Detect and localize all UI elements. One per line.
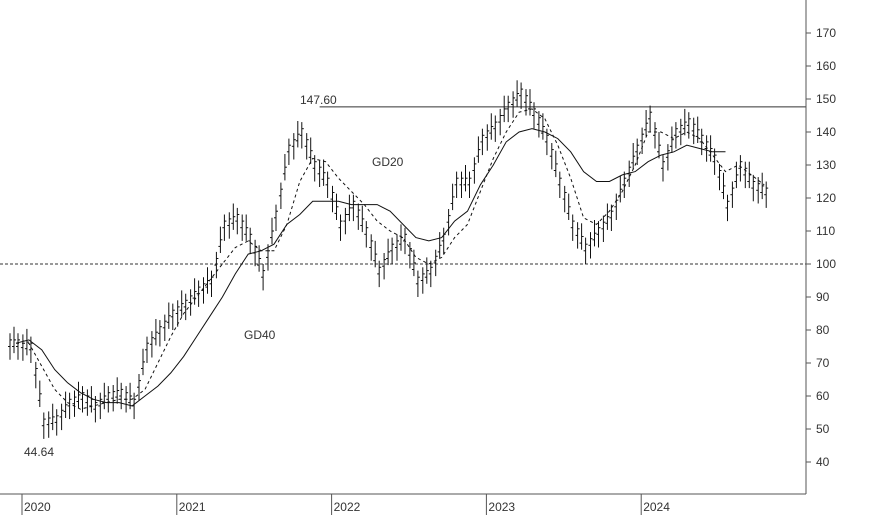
- y-tick-label: 100: [816, 257, 836, 271]
- y-tick-label: 140: [816, 125, 836, 139]
- y-tick-label: 170: [816, 26, 836, 40]
- x-tick-label: 2022: [334, 500, 361, 514]
- y-tick-label: 70: [816, 356, 830, 370]
- y-tick-label: 80: [816, 323, 830, 337]
- chart-annotations: 44.64 147.60 GD20 GD40: [24, 93, 404, 459]
- y-tick-label: 60: [816, 389, 830, 403]
- plot-area: [0, 80, 806, 439]
- annotation-label: GD40: [244, 328, 276, 342]
- x-tick-label: 2023: [488, 500, 515, 514]
- y-tick-label: 110: [816, 224, 835, 238]
- y-axis-ticks: 40 50 60 70 80 90 100 110 120 130 140 150 160 170: [806, 26, 836, 469]
- y-tick-label: 90: [816, 290, 830, 304]
- gd40-line: [15, 128, 726, 407]
- y-tick-label: 160: [816, 59, 836, 73]
- x-tick-label: 2021: [179, 500, 206, 514]
- y-tick-label: 50: [816, 422, 830, 436]
- annotation-label: 147.60: [300, 93, 337, 107]
- annotation-label: GD20: [372, 155, 404, 169]
- x-tick-label: 2020: [24, 500, 51, 514]
- x-tick-label: 2024: [643, 500, 670, 514]
- y-tick-label: 40: [816, 455, 830, 469]
- y-tick-label: 130: [816, 158, 836, 172]
- gd20-line: [16, 108, 765, 410]
- annotation-label: 44.64: [24, 445, 54, 459]
- x-axis-ticks: 2020 2021 2022 2023 2024: [21, 494, 670, 515]
- y-tick-label: 150: [816, 92, 836, 106]
- y-tick-label: 120: [816, 191, 836, 205]
